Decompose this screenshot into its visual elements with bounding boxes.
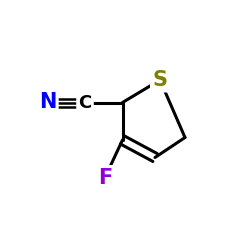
- Text: C: C: [78, 94, 92, 112]
- Text: S: S: [152, 70, 168, 90]
- Text: F: F: [98, 168, 112, 188]
- Text: N: N: [39, 92, 56, 112]
